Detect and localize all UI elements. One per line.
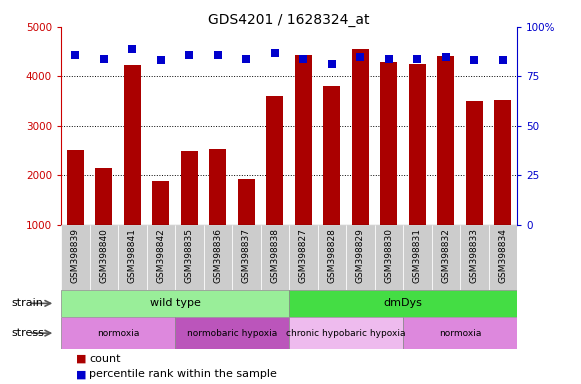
Bar [318,225,346,290]
Bar [67,151,84,225]
Bar [375,225,403,290]
Bar [352,49,369,225]
Text: percentile rank within the sample: percentile rank within the sample [89,369,277,379]
Bar [146,225,175,290]
Bar [260,225,289,290]
Text: GSM398832: GSM398832 [442,228,450,283]
Bar [175,317,289,349]
Text: stress: stress [12,328,45,338]
Point [384,55,393,61]
Text: ■: ■ [76,354,86,364]
Text: normoxia: normoxia [97,329,139,338]
Text: GSM398840: GSM398840 [99,228,108,283]
Bar [61,290,289,317]
Point [213,51,223,58]
Bar [489,225,517,290]
Text: GSM398833: GSM398833 [470,228,479,283]
Text: ■: ■ [76,369,86,379]
Text: GSM398842: GSM398842 [156,228,165,283]
Bar [181,151,198,225]
Bar [380,63,397,225]
Text: GSM398834: GSM398834 [498,228,507,283]
Bar [61,225,89,290]
Point [156,58,166,64]
Point [441,53,450,60]
Text: wild type: wild type [149,298,200,308]
Bar [232,225,260,290]
Bar [238,179,255,225]
Text: GSM398831: GSM398831 [413,228,422,283]
Bar [61,317,175,349]
Point [99,55,109,61]
Text: GSM398830: GSM398830 [384,228,393,283]
Text: GSM398838: GSM398838 [270,228,279,283]
Bar [432,225,460,290]
Point [356,53,365,60]
Point [242,55,251,61]
Bar [494,100,511,225]
Point [128,46,137,52]
Bar [203,225,232,290]
Bar [118,225,146,290]
Bar [175,225,203,290]
Bar [460,225,489,290]
Bar [209,149,227,225]
Text: strain: strain [12,298,44,308]
Text: normobaric hypoxia: normobaric hypoxia [187,329,277,338]
Bar [289,225,318,290]
Bar [266,96,284,225]
Bar [323,86,340,225]
Bar [409,64,426,225]
Point [327,61,336,68]
Text: GSM398827: GSM398827 [299,228,308,283]
Text: GDS4201 / 1628324_at: GDS4201 / 1628324_at [209,13,370,27]
Point [413,55,422,61]
Text: chronic hypobaric hypoxia: chronic hypobaric hypoxia [286,329,406,338]
Point [498,58,507,64]
Text: normoxia: normoxia [439,329,481,338]
Text: count: count [89,354,120,364]
Bar [95,168,112,225]
Point [270,50,279,56]
Bar [346,225,375,290]
Point [185,51,194,58]
Text: GSM398841: GSM398841 [128,228,137,283]
Bar [124,65,141,225]
Text: GSM398837: GSM398837 [242,228,251,283]
Text: GSM398839: GSM398839 [71,228,80,283]
Text: GSM398828: GSM398828 [327,228,336,283]
Bar [289,290,517,317]
Bar [403,225,432,290]
Bar [89,225,118,290]
Text: GSM398829: GSM398829 [356,228,365,283]
Bar [437,56,454,225]
Bar [289,317,403,349]
Text: GSM398835: GSM398835 [185,228,194,283]
Point [469,58,479,64]
Text: GSM398836: GSM398836 [213,228,223,283]
Bar [403,317,517,349]
Point [71,51,80,58]
Text: dmDys: dmDys [383,298,422,308]
Bar [466,101,483,225]
Point [299,55,308,61]
Bar [295,55,312,225]
Bar [152,181,169,225]
